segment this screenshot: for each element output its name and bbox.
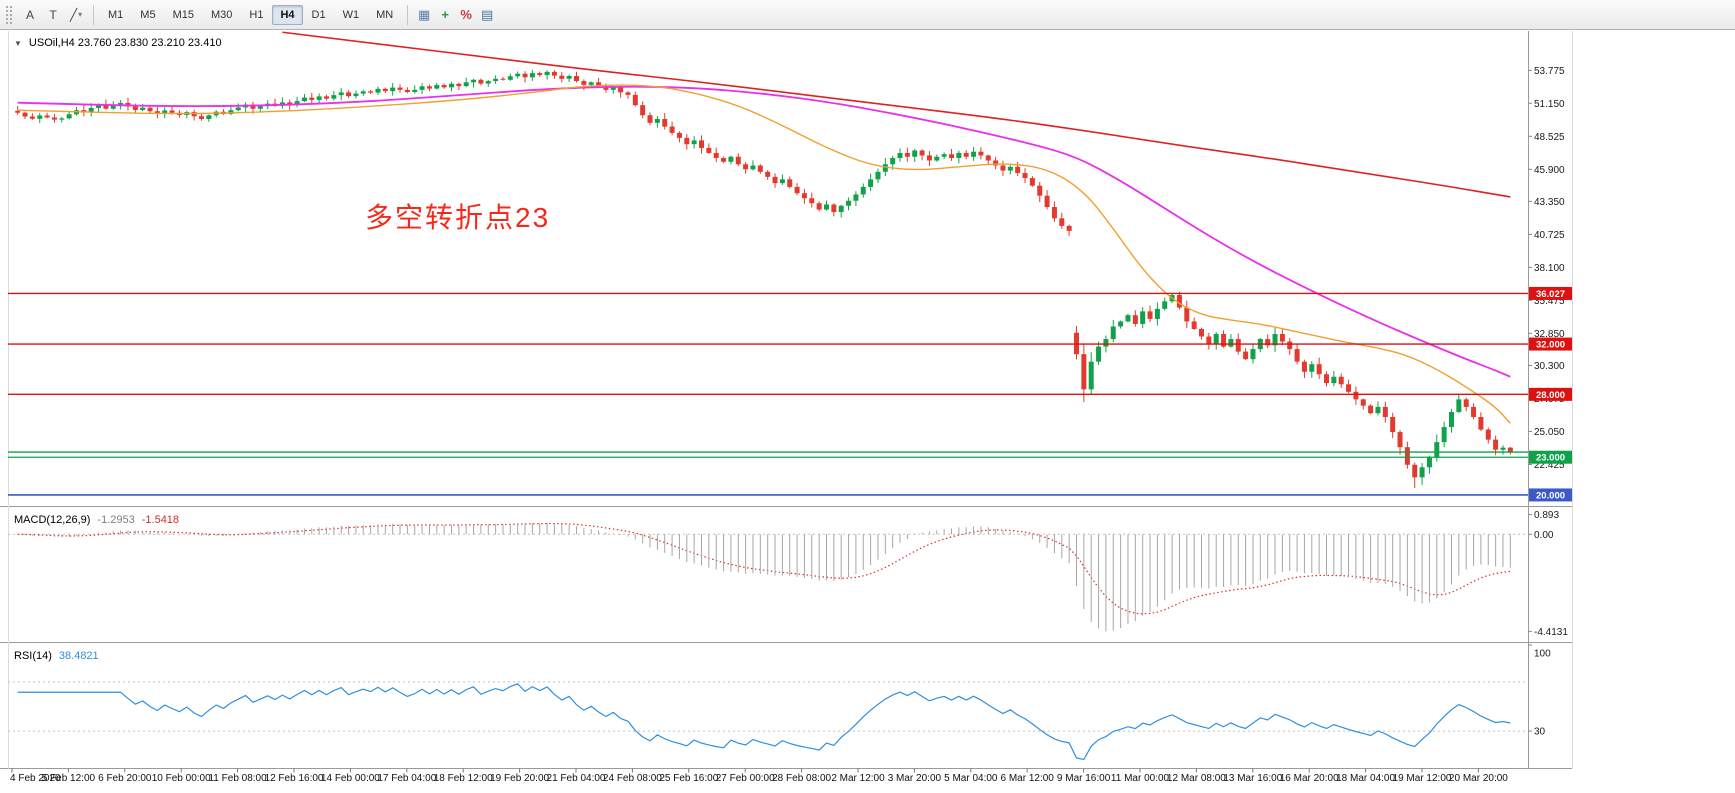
time-label: 28 Feb 08:00 xyxy=(772,773,831,784)
svg-text:53.775: 53.775 xyxy=(1534,66,1565,77)
time-label: 5 Feb 12:00 xyxy=(42,773,96,784)
svg-text:-4.4131: -4.4131 xyxy=(1534,627,1568,638)
svg-text:51.150: 51.150 xyxy=(1534,99,1565,110)
svg-text:100: 100 xyxy=(1534,649,1551,660)
timeframe-m5-button[interactable]: M5 xyxy=(132,5,163,25)
timeframe-mn-button[interactable]: MN xyxy=(368,5,401,25)
text-tool-button[interactable]: T xyxy=(42,4,64,26)
svg-text:36.027: 36.027 xyxy=(1536,289,1565,300)
candlestick-series xyxy=(15,69,1513,489)
collapse-chart-icon[interactable]: ▼ xyxy=(14,39,22,48)
svg-text:25.050: 25.050 xyxy=(1534,427,1565,438)
svg-text:35.475: 35.475 xyxy=(1534,296,1565,307)
timeframe-m15-button[interactable]: M15 xyxy=(165,5,202,25)
chart-list-icon[interactable]: ▤ xyxy=(481,6,494,22)
toolbar: A T ╱ ▾ M1 M5 M15 M30 H1 H4 D1 W1 MN ▦ +% ▤ xyxy=(0,0,1735,30)
timeframe-d1-button[interactable]: D1 xyxy=(304,5,334,25)
time-label: 11 Feb 08:00 xyxy=(208,773,267,784)
time-label: 12 Feb 16:00 xyxy=(265,773,324,784)
percent-icon[interactable]: % xyxy=(460,7,472,22)
svg-text:32.000: 32.000 xyxy=(1536,340,1565,351)
time-label: 21 Feb 04:00 xyxy=(547,773,606,784)
macd-signal-line xyxy=(17,522,1511,615)
rsi-panel: 100 30 xyxy=(8,644,1551,761)
svg-text:0.893: 0.893 xyxy=(1534,510,1559,521)
svg-text:28.000: 28.000 xyxy=(1536,390,1565,401)
drawing-tools-group: A T ╱ ▾ xyxy=(19,4,87,26)
long-term-ma-line xyxy=(282,31,1511,198)
time-label: 19 Feb 20:00 xyxy=(490,773,549,784)
svg-text:40.725: 40.725 xyxy=(1534,230,1565,241)
panel-frame xyxy=(0,31,1573,769)
svg-text:48.525: 48.525 xyxy=(1534,132,1565,143)
toolbar-drag-handle[interactable] xyxy=(5,4,13,25)
svg-text:45.900: 45.900 xyxy=(1534,165,1565,176)
add-indicator-icon[interactable]: + xyxy=(441,7,449,22)
time-label: 24 Feb 08:00 xyxy=(603,773,662,784)
time-label: 25 Feb 16:00 xyxy=(659,773,718,784)
timeframe-h1-button[interactable]: H1 xyxy=(241,5,271,25)
svg-text:0.00: 0.00 xyxy=(1534,530,1554,541)
time-label: 4 Feb 2020 xyxy=(10,773,61,784)
time-label: 12 Mar 08:00 xyxy=(1167,773,1226,784)
timeframe-w1-button[interactable]: W1 xyxy=(335,5,368,25)
time-label: 5 Mar 04:00 xyxy=(944,773,998,784)
svg-text:32.850: 32.850 xyxy=(1534,329,1565,340)
moving-averages xyxy=(17,31,1511,424)
time-label: 2 Mar 12:00 xyxy=(831,773,885,784)
time-label: 6 Mar 12:00 xyxy=(1001,773,1055,784)
svg-text:30: 30 xyxy=(1534,727,1546,738)
timeframe-m30-button[interactable]: M30 xyxy=(203,5,240,25)
time-label: 10 Feb 00:00 xyxy=(152,773,211,784)
mid-ma-line xyxy=(17,85,1511,378)
draw-tools-button[interactable]: ╱ ▾ xyxy=(65,4,87,26)
time-label: 20 Mar 20:00 xyxy=(1449,773,1508,784)
annotation-text[interactable]: 多空转折点23 xyxy=(365,202,551,233)
price-levels: 36.027 32.000 28.000 23.000 20.000 xyxy=(8,286,1572,502)
time-label: 3 Mar 20:00 xyxy=(888,773,942,784)
svg-text:22.425: 22.425 xyxy=(1534,460,1565,471)
time-label: 18 Feb 12:00 xyxy=(434,773,493,784)
cursor-tool-button[interactable]: A xyxy=(19,4,41,26)
time-label: 11 Mar 00:00 xyxy=(1111,773,1170,784)
toolbar-actions-group: ▦ +% ▤ xyxy=(414,5,497,25)
svg-text:38.100: 38.100 xyxy=(1534,263,1565,274)
time-label: 13 Mar 16:00 xyxy=(1223,773,1282,784)
fast-ma-line xyxy=(17,84,1511,424)
svg-text:43.350: 43.350 xyxy=(1534,197,1565,208)
time-label: 27 Feb 00:00 xyxy=(716,773,775,784)
time-label: 14 Feb 00:00 xyxy=(321,773,380,784)
timeframe-group: M1 M5 M15 M30 H1 H4 D1 W1 MN xyxy=(100,4,401,25)
time-label: 16 Mar 20:00 xyxy=(1280,773,1339,784)
time-label: 19 Mar 12:00 xyxy=(1393,773,1452,784)
time-label: 6 Feb 20:00 xyxy=(98,773,152,784)
time-label: 17 Feb 04:00 xyxy=(377,773,436,784)
tile-windows-icon[interactable]: ▦ xyxy=(418,6,431,22)
timeframe-m1-button[interactable]: M1 xyxy=(100,5,131,25)
svg-text:30.300: 30.300 xyxy=(1534,361,1565,372)
timeframe-h4-button[interactable]: H4 xyxy=(272,4,303,25)
macd-histogram xyxy=(24,522,1511,632)
svg-text:23.000: 23.000 xyxy=(1536,453,1565,464)
time-label: 18 Mar 04:00 xyxy=(1336,773,1395,784)
svg-text:20.000: 20.000 xyxy=(1536,490,1565,501)
time-label: 9 Mar 16:00 xyxy=(1057,773,1111,784)
price-axis: 53.775 51.150 48.525 45.900 43.350 40.725 38.1… xyxy=(1528,66,1565,471)
rsi-line xyxy=(17,683,1511,761)
toolbar-separator xyxy=(407,4,409,25)
toolbar-separator xyxy=(93,4,94,25)
